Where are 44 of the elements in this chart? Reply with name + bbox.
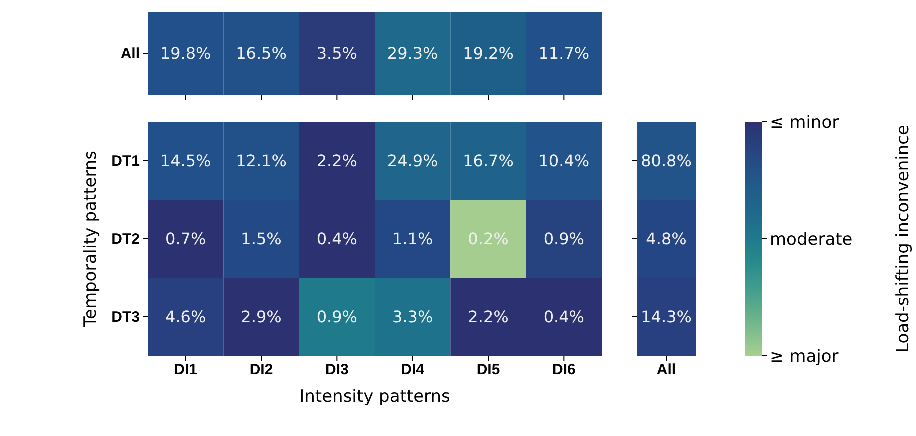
data-label: 0.4% — [544, 308, 584, 327]
y-tick-label: DT1 — [112, 152, 140, 170]
data-label: 2.2% — [468, 308, 509, 327]
data-label: 80.8% — [641, 152, 692, 171]
data-label: 14.3% — [641, 308, 692, 327]
data-label: 29.3% — [387, 44, 438, 64]
data-label: 4.6% — [166, 308, 206, 327]
x-tick-label: All — [656, 362, 676, 379]
text: ≤ minor — [770, 112, 840, 133]
x-tick-label: DI3 — [325, 362, 349, 379]
x-tick-label: DI1 — [174, 362, 198, 379]
data-label: 2.2% — [316, 152, 358, 171]
text: ≥ major — [770, 346, 839, 367]
data-label: 1.5% — [241, 230, 282, 249]
text: moderate — [770, 230, 853, 250]
data-label: 1.1% — [392, 230, 434, 249]
data-label: 0.2% — [468, 230, 509, 249]
data-label: 3.5% — [316, 44, 358, 64]
data-label: 0.9% — [544, 230, 584, 249]
y-tick-label: DT2 — [112, 230, 140, 248]
data-label: 16.5% — [236, 44, 287, 64]
data-label: 4.8% — [646, 230, 687, 249]
data-label: 0.9% — [316, 308, 358, 327]
data-label: 0.7% — [166, 230, 206, 249]
data-label: 2.9% — [241, 308, 282, 327]
x-tick-label: DI5 — [476, 362, 500, 379]
data-label: 24.9% — [387, 152, 438, 171]
data-label: 3.3% — [392, 308, 434, 327]
x-tick-label: DI2 — [250, 362, 274, 379]
data-label: 0.4% — [316, 230, 358, 249]
data-label: 10.4% — [538, 152, 590, 171]
x-tick-label: DI6 — [552, 362, 576, 379]
y-tick-label: DT3 — [112, 308, 140, 326]
x-tick-label: DI4 — [401, 362, 426, 379]
data-label: 11.7% — [538, 44, 590, 64]
data-label: 14.5% — [160, 152, 212, 171]
y-axis-title: Temporality patterns — [81, 150, 101, 328]
color-bar-title: Load-shifting inconvenince — [894, 125, 914, 353]
data-label: 19.8% — [160, 44, 212, 64]
data-label: 16.7% — [463, 152, 514, 171]
data-label: 19.2% — [463, 44, 514, 64]
x-axis-title: Intensity patterns — [300, 387, 450, 407]
y-tick-label: All — [120, 45, 140, 62]
data-label: 12.1% — [236, 152, 287, 171]
